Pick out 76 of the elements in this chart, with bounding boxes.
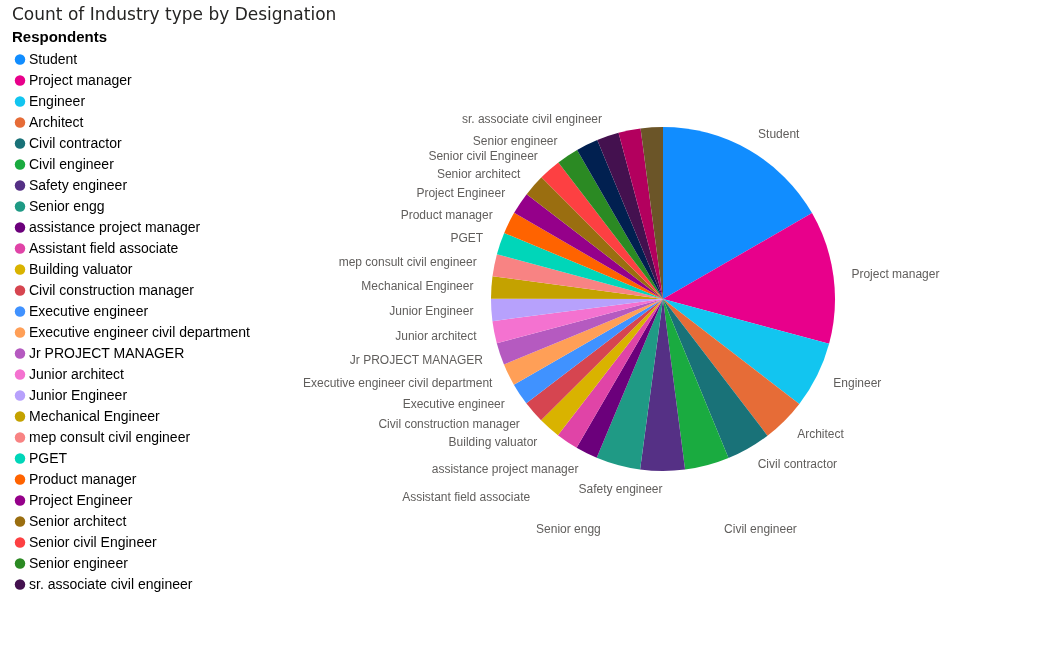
pie-slice xyxy=(513,299,663,404)
slice-label: Student xyxy=(758,127,801,142)
slice-label: mep consult civil engineer xyxy=(338,254,477,269)
slice-label: sr. associate civil engineer xyxy=(461,112,602,127)
slice-label: Engineer xyxy=(833,376,882,391)
pie-slice xyxy=(492,254,663,299)
category-label: Assistant field associate xyxy=(402,489,531,504)
legend-label: assistance project manager xyxy=(29,218,201,235)
slice-label: PGET xyxy=(450,230,484,245)
slice-label: Building valuator xyxy=(448,434,538,449)
legend-label: Junior architect xyxy=(29,365,125,382)
slice-label: Junior architect xyxy=(395,328,478,343)
slice-label: Architect xyxy=(797,426,845,441)
legend-label: Building valuator xyxy=(29,260,133,277)
legend-title: Respondents xyxy=(12,28,108,45)
legend-label: Engineer xyxy=(29,92,86,109)
pie-slice xyxy=(663,299,729,470)
legend-label: Senior engg xyxy=(29,197,105,214)
pie-slice xyxy=(663,213,835,344)
slice-label: Senior architect xyxy=(436,166,521,181)
pie-slice xyxy=(503,299,663,385)
pie-slice xyxy=(597,132,663,299)
slice-label: assistance project manager xyxy=(431,462,579,477)
legend-label: Assistant field associate xyxy=(29,239,179,256)
pie-slice xyxy=(492,299,663,344)
slice-label: Senior civil Engineer xyxy=(428,149,538,164)
pie-slice xyxy=(663,299,768,459)
legend-label: Senior engineer xyxy=(29,554,129,571)
legend-label: mep consult civil engineer xyxy=(29,428,191,445)
slice-label: Civil contractor xyxy=(757,456,838,471)
category-label: Senior engg xyxy=(536,521,601,536)
legend-label: Executive engineer xyxy=(29,302,149,319)
legend-label: Senior civil Engineer xyxy=(29,533,157,550)
pie-slice xyxy=(663,299,830,404)
slice-label: Executive engineer xyxy=(402,397,505,412)
pie-slice xyxy=(541,162,663,299)
legend-label: PGET xyxy=(29,449,68,466)
pie-slice xyxy=(541,299,663,436)
slice-label: Project Engineer xyxy=(416,186,506,201)
legend-label: Jr PROJECT MANAGER xyxy=(29,344,185,361)
pie-slice xyxy=(618,128,663,299)
legend-label: Executive engineer civil department xyxy=(29,323,251,340)
pie-slice xyxy=(496,299,663,365)
legend-label: Civil construction manager xyxy=(29,281,195,298)
legend-label: Architect xyxy=(29,113,84,130)
chart-title: Count of Industry type by Designation xyxy=(12,4,337,24)
pie-slice xyxy=(514,194,663,299)
pie-slice xyxy=(576,299,663,458)
legend-label: Civil engineer xyxy=(29,155,115,172)
slice-label: Mechanical Engineer xyxy=(361,279,474,294)
slice-label: Civil construction manager xyxy=(378,416,520,431)
legend-label: Senior architect xyxy=(29,512,127,529)
pie-slice xyxy=(504,212,663,299)
pie-slice xyxy=(558,149,663,299)
legend-label: Civil contractor xyxy=(29,134,122,151)
legend-label: Safety engineer xyxy=(29,176,128,193)
pie-slice xyxy=(663,127,813,299)
legend-label: Mechanical Engineer xyxy=(29,407,161,424)
slice-label: Junior Engineer xyxy=(389,304,474,319)
pie-slice xyxy=(557,299,663,448)
pie-slice xyxy=(496,232,663,299)
slice-label: Executive engineer civil department xyxy=(302,375,494,390)
legend-label: Project Engineer xyxy=(29,491,133,508)
legend-label: Student xyxy=(29,50,78,67)
legend-label: Junior Engineer xyxy=(29,386,128,403)
slice-label: Senior engineer xyxy=(472,133,558,148)
legend-label: sr. associate civil engineer xyxy=(29,575,193,592)
slice-label: Safety engineer xyxy=(578,482,663,496)
pie-slice xyxy=(596,299,663,470)
legend-label: Product manager xyxy=(29,470,137,487)
slice-label: Project manager xyxy=(851,267,940,282)
pie-slice xyxy=(577,140,663,299)
slice-label: Product manager xyxy=(400,207,493,222)
slice-label: Jr PROJECT MANAGER xyxy=(349,352,484,367)
legend-label: Project manager xyxy=(29,71,133,88)
category-label: Civil engineer xyxy=(724,522,797,537)
